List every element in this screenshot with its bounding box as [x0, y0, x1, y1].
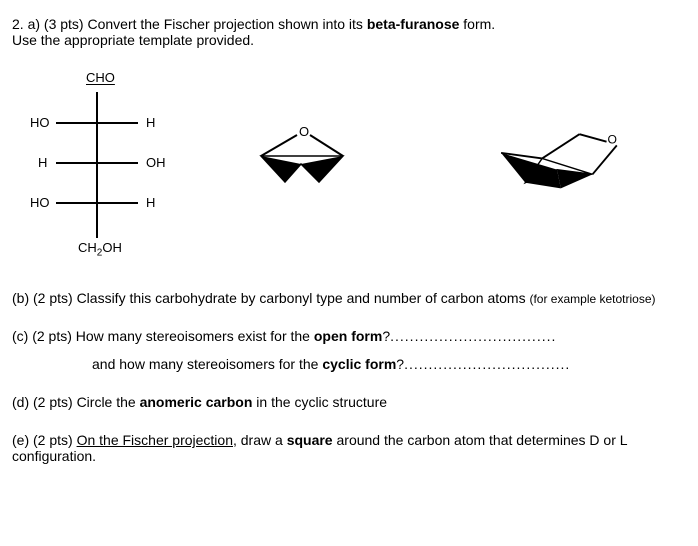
q2a-text2: form. — [459, 16, 495, 32]
fischer-projection: CHO HO H H OH HO H CH2OH — [22, 70, 172, 260]
fischer-r2-left: H — [38, 155, 47, 170]
qe-bold: square — [287, 432, 333, 448]
qc-line1: (c) (2 pts) How many stereoisomers exist… — [12, 328, 686, 344]
qb-prefix: (b) (2 pts) Classify this carbohydrate b… — [12, 290, 529, 306]
qc-bold1: open form — [314, 328, 382, 344]
fischer-bottom-label: CH2OH — [78, 240, 122, 259]
qd-bold: anomeric carbon — [140, 394, 253, 410]
qc-dots2: .................................. — [404, 356, 570, 372]
q2a-bold: beta-furanose — [367, 16, 460, 32]
oxygen-label-2: O — [607, 133, 616, 147]
oxygen-label: O — [299, 124, 309, 139]
q2a-text1: Convert the Fischer projection shown int… — [87, 16, 366, 32]
fischer-top-label: CHO — [86, 70, 115, 85]
fischer-r1-left: HO — [30, 115, 50, 130]
question-b: (b) (2 pts) Classify this carbohydrate b… — [12, 290, 686, 306]
question-e: (e) (2 pts) On the Fischer projection, d… — [12, 432, 686, 464]
fischer-hline-1 — [56, 122, 138, 124]
qb-paren: (for example ketotriose) — [529, 292, 655, 306]
fischer-r1-right: H — [146, 115, 155, 130]
question-d: (d) (2 pts) Circle the anomeric carbon i… — [12, 394, 686, 410]
fischer-r2-right: OH — [146, 155, 166, 170]
question-c: (c) (2 pts) How many stereoisomers exist… — [12, 328, 686, 372]
qe-underline: On the Fischer projection — [77, 432, 233, 448]
furanose-template: O — [231, 120, 371, 210]
q2a-number: 2. a) (3 pts) — [12, 16, 87, 32]
qc-line2: and how many stereoisomers for the cycli… — [92, 356, 686, 372]
fischer-hline-2 — [56, 162, 138, 164]
fischer-r3-left: HO — [30, 195, 50, 210]
fischer-r3-right: H — [146, 195, 155, 210]
fischer-hline-3 — [56, 202, 138, 204]
pyranose-template: O — [488, 120, 628, 210]
qc-bold2: cyclic form — [322, 356, 396, 372]
diagram-row: CHO HO H H OH HO H CH2OH O O — [12, 70, 686, 260]
qc-dots1: .................................. — [390, 328, 556, 344]
q2a-line2: Use the appropriate template provided. — [12, 32, 254, 48]
ring-templates: O O — [172, 120, 686, 210]
fischer-vertical-line — [96, 92, 98, 238]
question-2a: 2. a) (3 pts) Convert the Fischer projec… — [12, 16, 686, 48]
